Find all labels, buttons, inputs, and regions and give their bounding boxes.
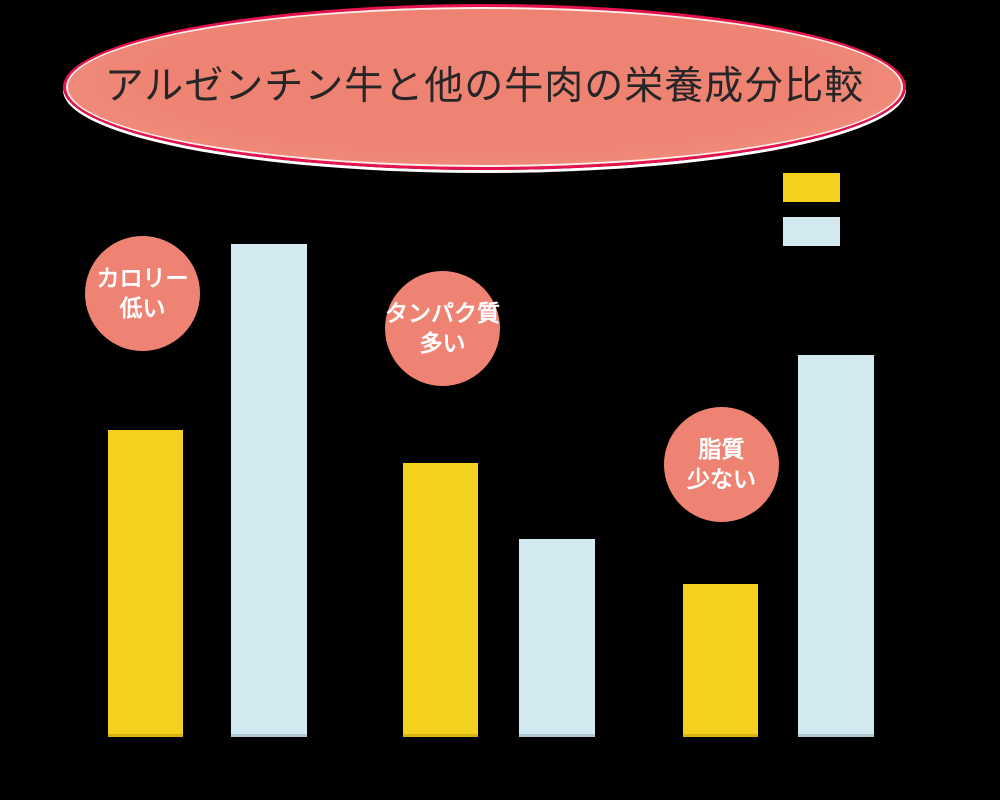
callout-fat-low: 脂質 少ない	[664, 407, 779, 522]
bar-yellow-protein	[403, 463, 478, 737]
legend-swatch-yellow	[783, 173, 840, 202]
bar-light-blue-calories	[231, 244, 307, 737]
bar-light-blue-fat	[798, 355, 874, 737]
bar-light-blue-protein	[519, 539, 595, 737]
page-title: アルゼンチン牛と他の牛肉の栄養成分比較	[104, 65, 865, 108]
callout-protein-high-label: タンパク質 多い	[385, 299, 500, 356]
callout-fat-low-label: 脂質 少ない	[687, 435, 756, 492]
callout-calories-low-label: カロリー 低い	[96, 264, 189, 321]
callout-protein-high: タンパク質 多い	[385, 271, 500, 386]
bar-yellow-fat	[683, 584, 758, 737]
callout-calories-low: カロリー 低い	[85, 236, 200, 351]
title-banner-oval: アルゼンチン牛と他の牛肉の栄養成分比較	[63, 4, 906, 170]
bar-yellow-calories	[108, 430, 183, 737]
legend-swatch-lightblue	[783, 217, 840, 246]
